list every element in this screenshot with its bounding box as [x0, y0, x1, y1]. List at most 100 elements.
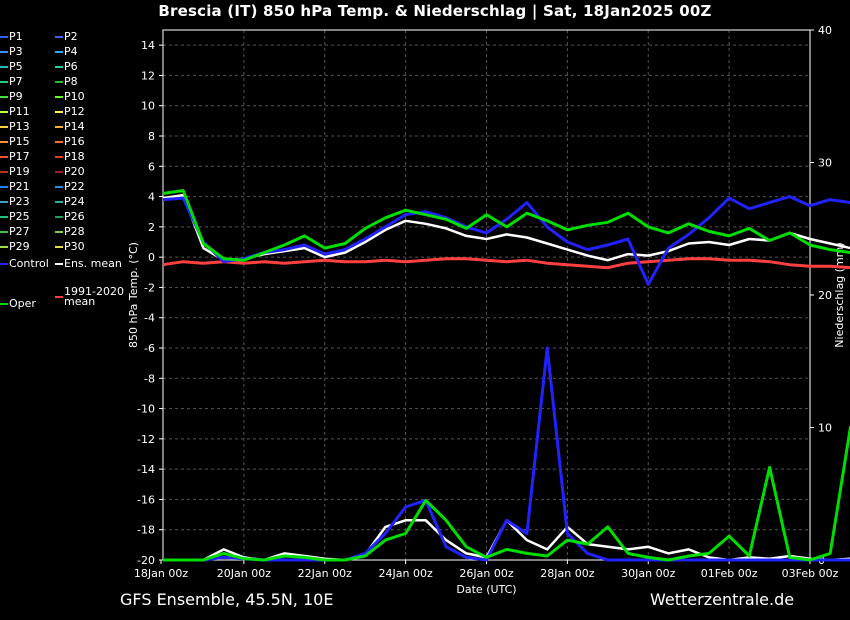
legend-item-p2: P2 [55, 30, 78, 43]
legend-item-p23: P23 [0, 195, 30, 208]
legend-item-p26: P26 [55, 210, 85, 223]
x-tick-label: 20Jan 00z [217, 567, 271, 580]
legend-swatch [0, 36, 8, 38]
legend-item-control: Control [0, 258, 49, 269]
legend-item-ens-mean: Ens. mean [55, 258, 122, 269]
x-tick-label: 30Jan 00z [621, 567, 675, 580]
legend-swatch [55, 66, 63, 68]
legend-swatch [0, 141, 8, 143]
y-tick-label: -6 [144, 342, 155, 355]
legend-swatch [55, 111, 63, 113]
y-tick-label: 8 [148, 130, 155, 143]
y-tick-label: 12 [141, 69, 155, 82]
y-tick-label: -20 [137, 554, 155, 567]
legend-swatch [0, 216, 8, 218]
legend-item-p17: P17 [0, 150, 30, 163]
legend-item-p13: P13 [0, 121, 30, 132]
legend-label: P22 [64, 180, 85, 193]
legend-label: 1991-2020 [64, 285, 124, 298]
y-tick-label: 0 [148, 251, 155, 264]
x-tick-label: 18Jan 00z [134, 567, 188, 580]
precip-control-line [163, 346, 850, 562]
climo-mean-line [162, 257, 850, 270]
legend-label: P29 [9, 240, 30, 253]
legend-swatch [0, 201, 8, 203]
legend-label: P9 [9, 90, 23, 103]
legend-label: P19 [9, 165, 30, 178]
y-axis-title: 850 hPa Temp. (°C) [127, 242, 140, 348]
precip-oper-line [163, 426, 850, 562]
legend-label: P7 [9, 75, 23, 88]
legend-swatch [0, 66, 8, 68]
legend-swatch [0, 171, 8, 173]
legend-swatch [55, 141, 63, 143]
legend-swatch [55, 296, 63, 298]
x-tick-label: 01Feb 00z [701, 567, 758, 580]
legend-item-p29: P29 [0, 240, 30, 253]
legend-item-p28: P28 [55, 226, 85, 237]
legend-swatch [0, 126, 8, 128]
legend-label: P25 [9, 210, 30, 223]
x-axis-title: Date (UTC) [456, 583, 516, 596]
legend-item-p3: P3 [0, 45, 23, 58]
legend-label: P23 [9, 195, 30, 208]
legend-swatch [55, 246, 63, 248]
legend-swatch [0, 81, 8, 83]
legend-label: P17 [9, 150, 30, 163]
legend-swatch [55, 96, 63, 98]
legend-label: P12 [64, 105, 85, 118]
y-tick-label: -12 [137, 433, 155, 446]
legend-label: P14 [64, 120, 85, 133]
legend-swatch [55, 231, 63, 233]
legend-label: P8 [64, 75, 78, 88]
legend-swatch [55, 81, 63, 83]
legend-label: P3 [9, 45, 23, 58]
chart-title: Brescia (IT) 850 hPa Temp. & Niederschla… [158, 2, 712, 20]
legend-item-p5: P5 [0, 61, 23, 72]
x-tick-label: 28Jan 00z [540, 567, 594, 580]
legend-swatch [0, 186, 8, 188]
legend-swatch [55, 36, 63, 38]
legend-item-p9: P9 [0, 90, 23, 103]
legend-swatch [0, 263, 8, 265]
legend-label: P6 [64, 60, 78, 73]
y2-tick-label: 20 [818, 289, 832, 302]
legend-label: P1 [9, 30, 23, 43]
legend-label: P4 [64, 45, 78, 58]
y-tick-label: -16 [137, 493, 155, 506]
legend-label: P15 [9, 135, 30, 148]
temp-control-line [162, 195, 850, 286]
legend-label: P18 [64, 150, 85, 163]
legend-swatch [0, 246, 8, 248]
legend-label: mean [64, 295, 96, 308]
legend-item-p14: P14 [55, 120, 85, 133]
legend-swatch [0, 111, 8, 113]
legend-item-p15: P15 [0, 135, 30, 148]
legend-swatch [55, 171, 63, 173]
legend-label: P27 [9, 225, 30, 238]
legend-label: P26 [64, 210, 85, 223]
legend-label: P2 [64, 30, 78, 43]
legend-item-p18: P18 [55, 150, 85, 163]
y2-tick-label: 10 [818, 422, 832, 435]
y-tick-label: 14 [141, 39, 155, 52]
legend-label: P30 [64, 240, 85, 253]
legend-item-p27: P27 [0, 225, 30, 238]
legend-swatch [0, 96, 8, 98]
legend-item-p21: P21 [0, 181, 30, 192]
y-tick-label: -4 [144, 312, 155, 325]
legend-item-p7: P7 [0, 75, 23, 88]
y-tick-label: -18 [137, 524, 155, 537]
legend-item-p24: P24 [55, 196, 85, 207]
legend-swatch [55, 156, 63, 158]
legend-item-p11: P11 [0, 106, 30, 117]
y-tick-label: -10 [137, 403, 155, 416]
y-tick-label: 4 [148, 191, 155, 204]
legend-swatch [0, 156, 8, 158]
legend-swatch [55, 186, 63, 188]
legend-label: P16 [64, 135, 85, 148]
legend-item-p4: P4 [55, 45, 78, 58]
y-tick-label: -14 [137, 463, 155, 476]
x-tick-label: 26Jan 00z [459, 567, 513, 580]
